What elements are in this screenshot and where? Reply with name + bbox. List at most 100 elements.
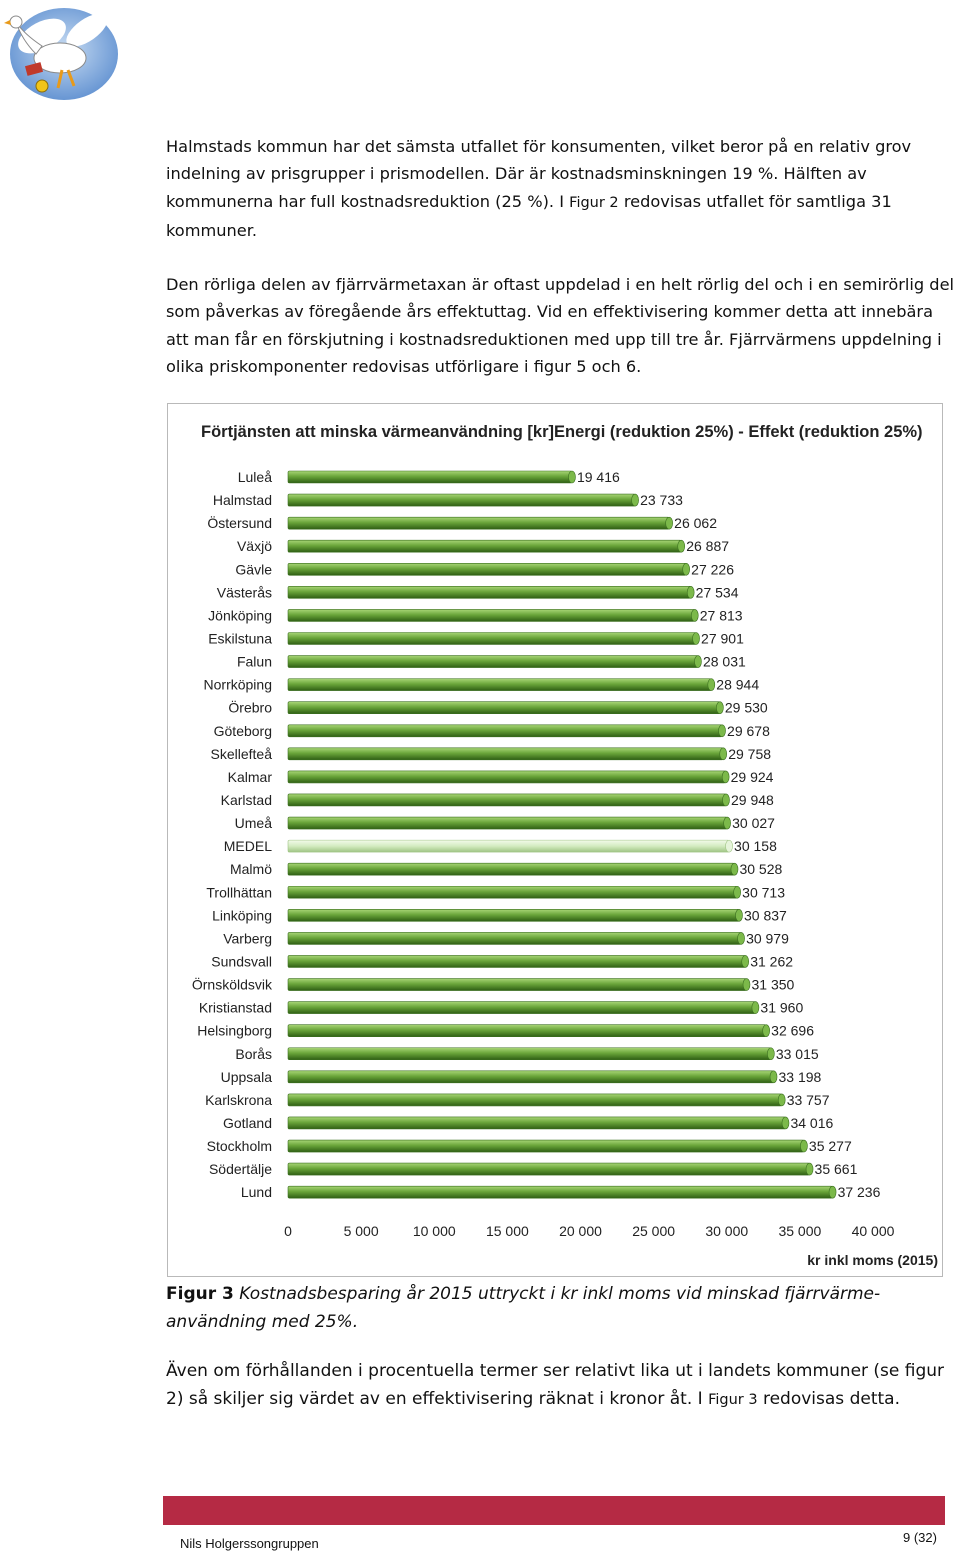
data-label: 32 696 bbox=[771, 1023, 814, 1039]
data-label: 29 530 bbox=[725, 700, 768, 716]
bar-cap bbox=[800, 1139, 808, 1153]
bar-cap bbox=[737, 932, 745, 945]
figure-caption: Figur 3 Kostnadsbesparing år 2015 uttryc… bbox=[166, 1280, 926, 1336]
data-label: 30 837 bbox=[744, 907, 787, 923]
bar bbox=[287, 885, 738, 899]
bar-cap bbox=[767, 1047, 775, 1061]
bar-cap bbox=[719, 747, 728, 761]
data-label: 33 015 bbox=[776, 1046, 819, 1062]
data-label: 27 901 bbox=[701, 630, 744, 646]
bar-cap bbox=[665, 516, 673, 530]
bar-highlight bbox=[287, 839, 730, 853]
figure-reference: Figur 2 bbox=[569, 194, 619, 211]
data-label: 30 979 bbox=[746, 930, 789, 946]
bar bbox=[287, 1162, 810, 1176]
category-label: Växjö bbox=[237, 538, 272, 554]
bar bbox=[287, 909, 740, 922]
bar bbox=[287, 816, 728, 830]
page-number: 9 (32) bbox=[903, 1530, 937, 1545]
bar-cap bbox=[762, 1024, 770, 1037]
paragraph-text: Även om förhållanden i procentuella term… bbox=[166, 1361, 945, 1409]
bar-cap bbox=[751, 1001, 760, 1014]
data-label: 27 534 bbox=[696, 584, 739, 600]
bar bbox=[287, 932, 742, 945]
category-label: Gävle bbox=[235, 561, 272, 577]
footer-bar bbox=[163, 1496, 945, 1525]
category-label: MEDEL bbox=[224, 838, 272, 854]
data-label: 26 062 bbox=[674, 515, 717, 531]
bar-cap bbox=[769, 1070, 778, 1084]
data-label: 27 226 bbox=[691, 561, 734, 577]
bar bbox=[287, 862, 735, 876]
bar bbox=[287, 701, 721, 715]
bar-chart: Förtjänsten att minska värmeanvändning [… bbox=[192, 423, 938, 1268]
category-label: Trollhättan bbox=[206, 884, 272, 900]
bar-cap bbox=[723, 816, 731, 830]
data-label: 29 948 bbox=[731, 792, 774, 808]
category-label: Uppsala bbox=[221, 1069, 273, 1085]
data-label: 29 758 bbox=[728, 746, 771, 762]
x-tick-label: 10 000 bbox=[413, 1223, 456, 1239]
x-tick-label: 5 000 bbox=[344, 1223, 379, 1239]
paragraph-tariff: Den rörliga delen av fjärrvärmetaxan är … bbox=[166, 275, 955, 377]
bar-cap bbox=[722, 793, 730, 807]
category-label: Lund bbox=[241, 1184, 272, 1200]
bar-cap bbox=[716, 701, 724, 715]
bar-cap bbox=[781, 1116, 790, 1130]
category-label: Östersund bbox=[207, 514, 272, 531]
category-label: Jönköping bbox=[208, 607, 272, 623]
category-label: Karlstad bbox=[221, 792, 272, 808]
bar bbox=[287, 539, 682, 553]
bar-cap bbox=[805, 1162, 814, 1176]
data-label: 37 236 bbox=[838, 1184, 881, 1200]
category-label: Borås bbox=[235, 1046, 272, 1062]
data-label: 31 262 bbox=[750, 953, 793, 969]
bar bbox=[287, 678, 712, 691]
paragraph-comparison: Även om förhållanden i procentuella term… bbox=[166, 1358, 960, 1414]
chart-title: Förtjänsten att minska värmeanvändning [… bbox=[201, 423, 923, 441]
x-tick-label: 25 000 bbox=[632, 1223, 675, 1239]
data-label: 28 031 bbox=[703, 654, 746, 670]
x-tick-label: 35 000 bbox=[778, 1223, 821, 1239]
category-label: Stockholm bbox=[207, 1138, 272, 1154]
paragraph-intro: Halmstads kommun har det sämsta utfallet… bbox=[166, 133, 960, 245]
bar bbox=[287, 1185, 833, 1199]
bar bbox=[287, 516, 670, 530]
bar bbox=[287, 770, 726, 784]
bar bbox=[287, 1093, 782, 1107]
bar-cap bbox=[568, 470, 576, 484]
category-label: Karlskrona bbox=[205, 1092, 272, 1108]
category-label: Örnsköldsvik bbox=[192, 976, 273, 993]
category-label: Norrköping bbox=[204, 677, 272, 693]
category-label: Linköping bbox=[212, 907, 272, 923]
category-label: Varberg bbox=[223, 930, 272, 946]
category-label: Västerås bbox=[217, 584, 272, 600]
bar-cap bbox=[686, 586, 695, 599]
paragraph-text: Halmstads kommun har det sämsta utfallet… bbox=[166, 137, 912, 211]
data-label: 35 661 bbox=[815, 1161, 858, 1177]
bar-cap bbox=[677, 539, 686, 553]
data-label: 31 350 bbox=[751, 977, 794, 993]
bar bbox=[287, 655, 699, 668]
x-tick-label: 0 bbox=[284, 1223, 292, 1239]
bar-cap bbox=[735, 909, 743, 922]
footer-organization: Nils Holgerssongruppen bbox=[180, 1536, 319, 1551]
bar bbox=[287, 586, 691, 599]
goose-logo-icon bbox=[4, 8, 118, 100]
category-label: Sundsvall bbox=[211, 953, 272, 969]
bar bbox=[287, 955, 746, 968]
bar bbox=[287, 1139, 805, 1153]
bar bbox=[287, 978, 747, 991]
bar-cap bbox=[707, 678, 716, 691]
bar bbox=[287, 724, 723, 738]
data-label: 30 713 bbox=[742, 884, 785, 900]
bar bbox=[287, 493, 636, 507]
category-label: Skellefteå bbox=[211, 746, 273, 762]
category-label: Örebro bbox=[228, 699, 272, 716]
category-label: Gotland bbox=[223, 1115, 272, 1131]
paragraph-text: redovisas utfallet för samtliga 31 kommu… bbox=[166, 191, 892, 241]
category-label: Helsingborg bbox=[197, 1023, 272, 1039]
bar-cap bbox=[631, 493, 639, 507]
bar-cap bbox=[718, 724, 726, 738]
bar-cap bbox=[690, 609, 699, 622]
